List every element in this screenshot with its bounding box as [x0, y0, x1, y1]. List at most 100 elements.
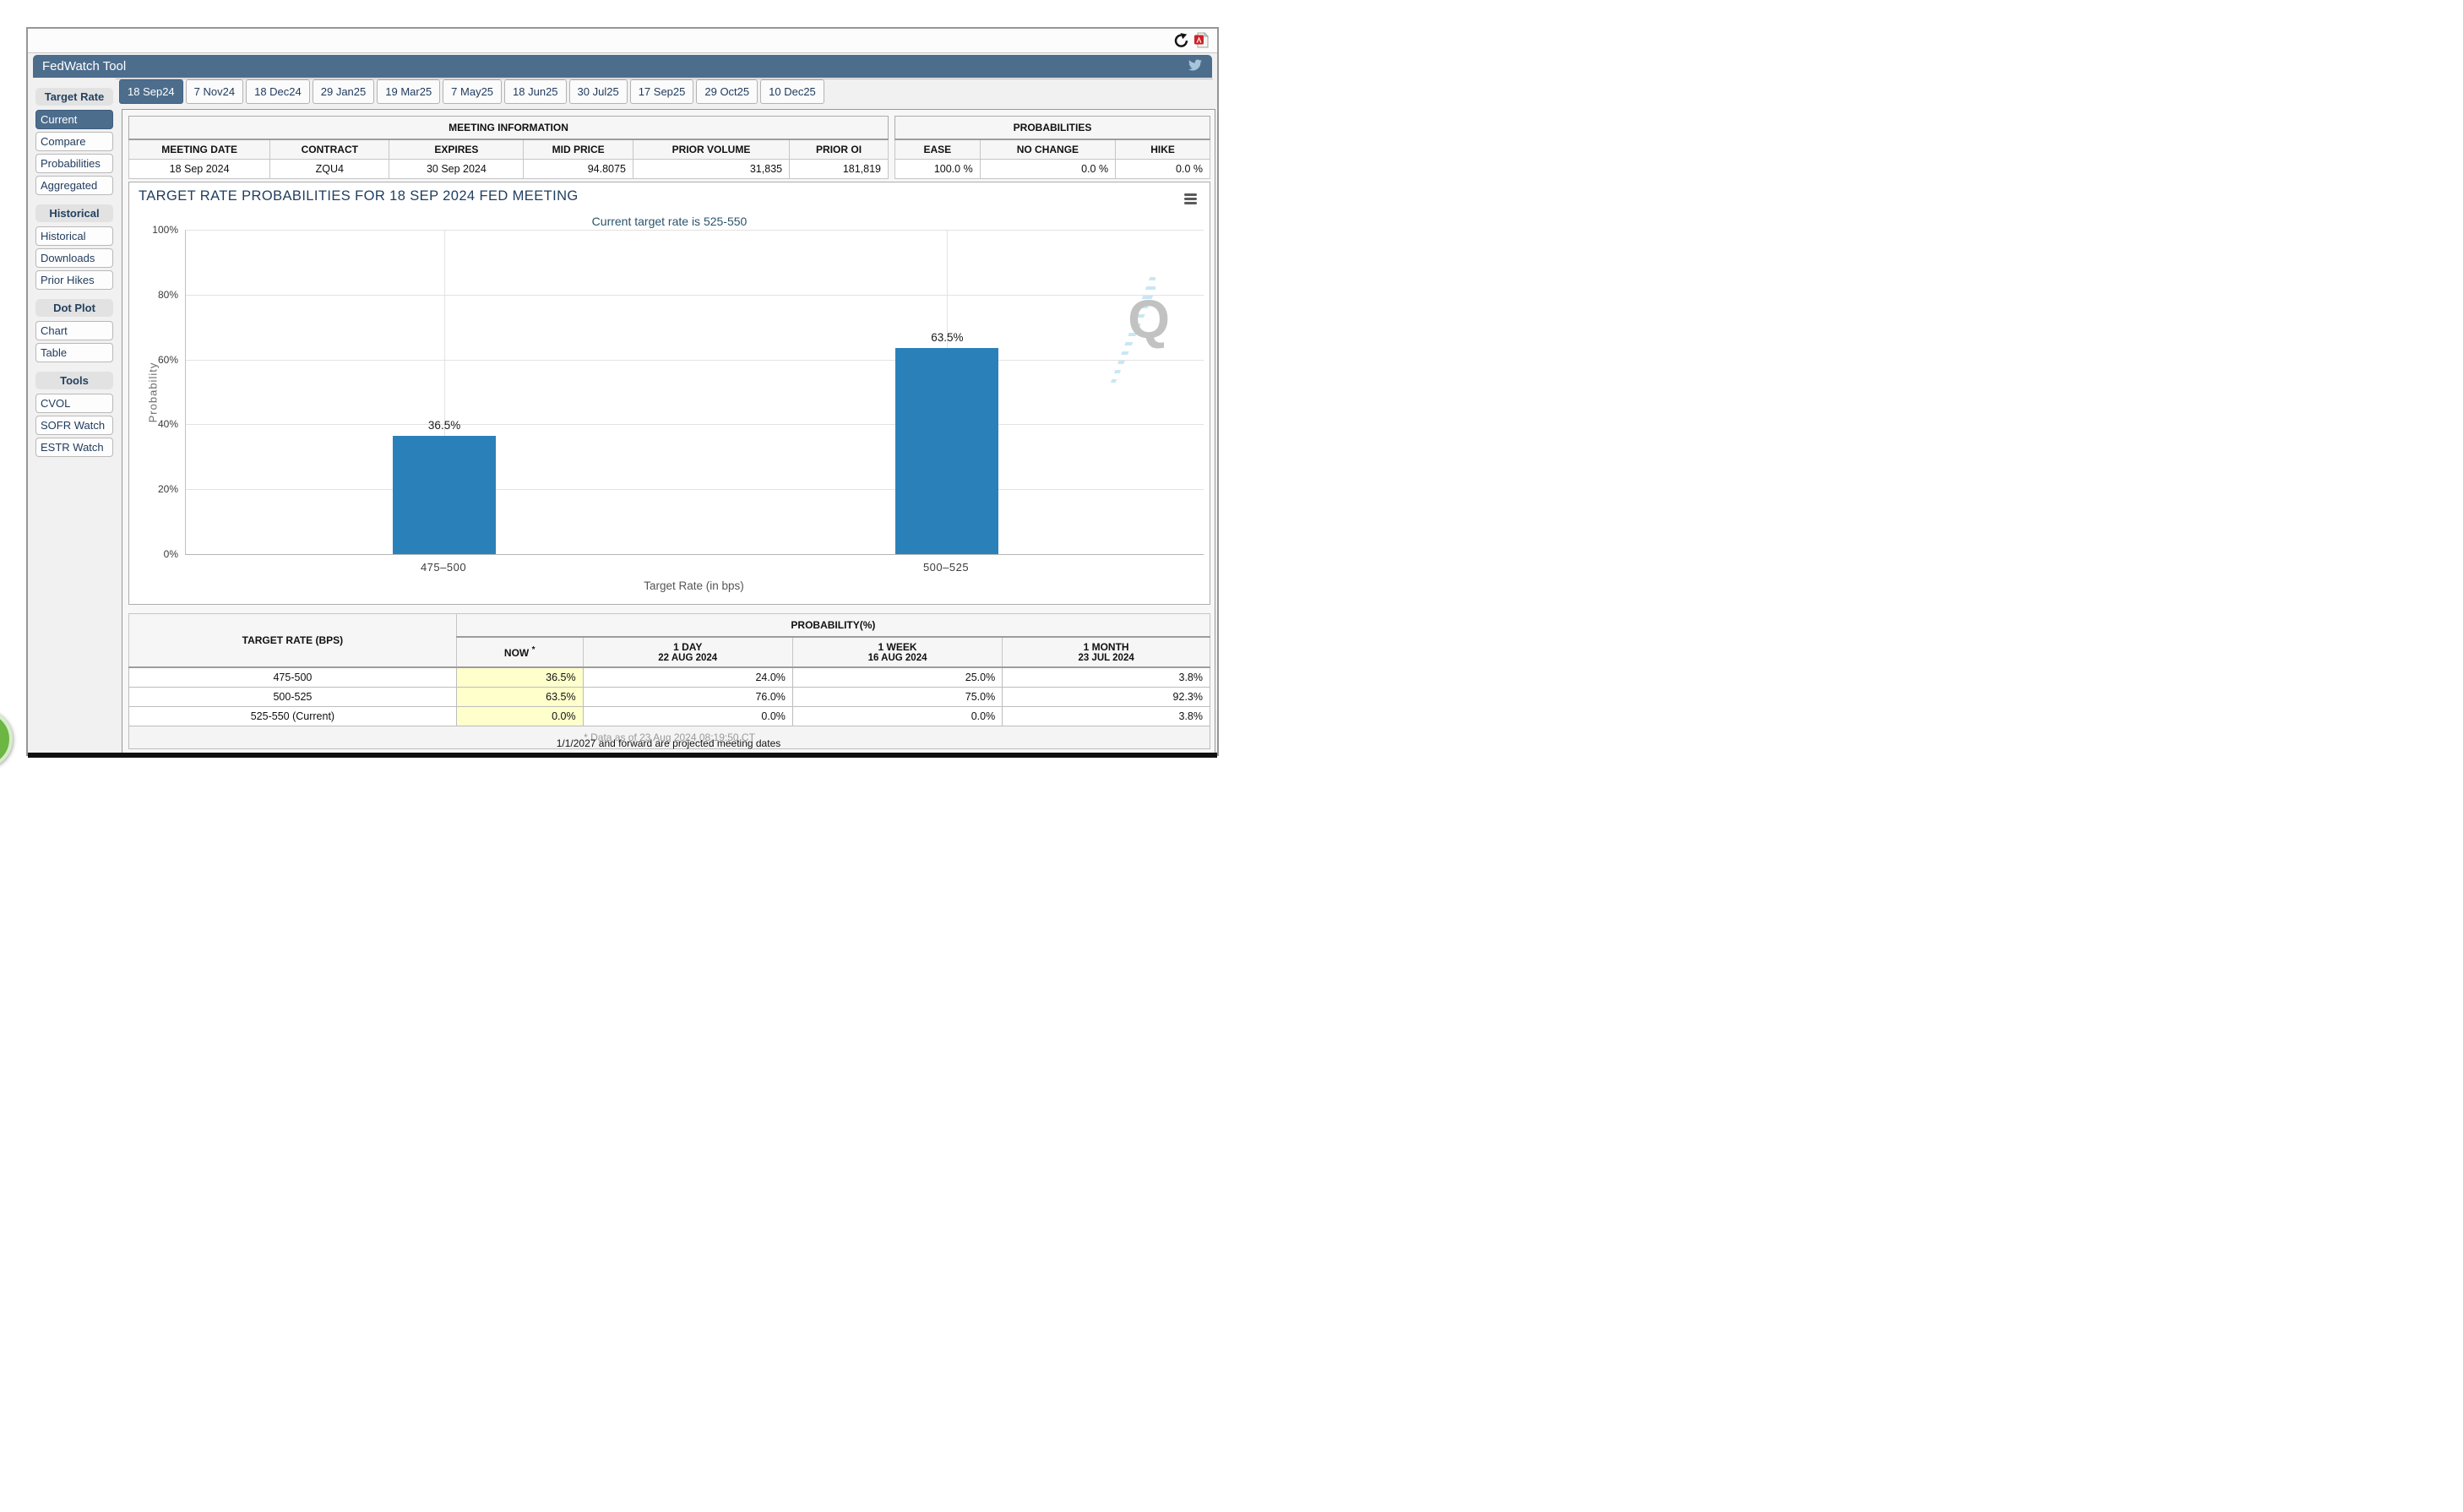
period-label: 1 MONTH [1083, 641, 1129, 653]
y-tick-label: 40% [157, 418, 178, 430]
period-date: 22 AUG 2024 [658, 653, 718, 663]
probabilities-caption: PROBABILITIES [1013, 122, 1092, 133]
meeting-tab[interactable]: 18 Dec24 [246, 79, 310, 104]
sidebar-item-current[interactable]: Current [35, 110, 113, 129]
ease-cell: 100.0 % [894, 159, 981, 179]
bar-value-label: 63.5% [931, 331, 964, 345]
refresh-icon[interactable] [1173, 32, 1188, 52]
contract-cell: ZQU4 [269, 159, 390, 179]
now-column-header: NOW * [455, 636, 584, 668]
app-titlebar: FedWatch Tool [33, 55, 1212, 78]
y-tick-label: 60% [157, 354, 178, 366]
one-week-column-header: 1 WEEK 16 AUG 2024 [791, 636, 1003, 668]
feedback-fab-button[interactable] [0, 710, 13, 769]
sidebar-item-cvol[interactable]: CVOL [35, 394, 113, 413]
sidebar-item-table[interactable]: Table [35, 343, 113, 362]
chart-menu-icon[interactable] [1184, 192, 1197, 206]
gridline [186, 359, 1204, 361]
meeting-date-cell: 18 Sep 2024 [128, 159, 271, 179]
now-asterisk: * [531, 645, 536, 655]
meeting-info-table: MEETING INFORMATION MEETING DATE CONTRAC… [128, 116, 889, 179]
meeting-tab[interactable]: 29 Oct25 [696, 79, 758, 104]
period-date: 23 JUL 2024 [1078, 653, 1134, 663]
meeting-tab[interactable]: 19 Mar25 [377, 79, 441, 104]
app-title: FedWatch Tool [42, 59, 127, 73]
one-day-cell: 76.0% [582, 687, 793, 707]
one-day-column-header: 1 DAY 22 AUG 2024 [582, 636, 793, 668]
one-week-cell: 75.0% [791, 687, 1003, 707]
meeting-tab[interactable]: 17 Sep25 [629, 79, 694, 104]
bar [895, 348, 999, 554]
x-tick-label: 500–525 [922, 561, 970, 574]
column-header: HIKE [1115, 139, 1210, 160]
one-month-cell: 3.8% [1002, 706, 1210, 726]
chart-title: TARGET RATE PROBABILITIES FOR 18 SEP 202… [139, 188, 579, 204]
probability-group-header: PROBABILITY(%) [455, 613, 1211, 638]
hike-cell: 0.0 % [1115, 159, 1210, 179]
projected-dates-note: 1/1/2027 and forward are projected meeti… [556, 737, 781, 749]
sidebar-item-aggregated[interactable]: Aggregated [35, 176, 113, 195]
expires-cell: 30 Sep 2024 [389, 159, 525, 179]
window-frame: FedWatch Tool 18 Sep24 7 Nov24 18 Dec24 … [26, 27, 1219, 758]
y-axis-label: Probability [146, 362, 160, 423]
bar-500-525: 63.5% [895, 230, 999, 554]
meeting-tab[interactable]: 10 Dec25 [760, 79, 824, 104]
bar-475-500: 36.5% [393, 230, 497, 554]
meeting-tab[interactable]: 7 Nov24 [185, 79, 244, 104]
sidebar-item-sofr-watch[interactable]: SOFR Watch [35, 416, 113, 435]
section-header-dot-plot: Dot Plot [35, 299, 113, 317]
period-date: 16 AUG 2024 [867, 653, 927, 663]
meeting-tab[interactable]: 7 May25 [443, 79, 503, 104]
meeting-tab[interactable]: 30 Jul25 [568, 79, 628, 104]
meeting-tab[interactable]: 29 Jan25 [312, 79, 375, 104]
gridline [186, 294, 1204, 296]
target-rate-group-header: TARGET RATE (BPS) [128, 613, 457, 668]
rate-probability-table: TARGET RATE (BPS) PROBABILITY(%) NOW * 1… [128, 613, 1211, 749]
x-tick-label: 475–500 [420, 561, 467, 574]
sidebar-item-probabilities[interactable]: Probabilities [35, 154, 113, 173]
pdf-export-icon[interactable] [1194, 31, 1210, 52]
page: { "header": { "title": "FedWatch Tool" }… [0, 0, 1232, 769]
now-cell: 36.5% [455, 666, 584, 688]
sidebar-item-historical[interactable]: Historical [35, 226, 113, 246]
section-header-tools: Tools [35, 372, 113, 389]
table-row: 100.0 % 0.0 % 0.0 % [894, 159, 1210, 179]
column-header: MEETING DATE [128, 139, 271, 160]
gridline [186, 489, 1204, 491]
sidebar-item-chart[interactable]: Chart [35, 321, 113, 340]
meeting-tab[interactable]: 18 Sep24 [119, 79, 183, 104]
one-week-cell: 0.0% [791, 706, 1003, 726]
column-header: PRIOR VOLUME [632, 139, 791, 160]
column-header: EXPIRES [389, 139, 525, 160]
x-axis-label: Target Rate (in bps) [644, 579, 744, 592]
sidebar: Target Rate Current Compare Probabilitie… [35, 88, 113, 460]
y-tick-label: 80% [157, 289, 178, 301]
bar [393, 435, 497, 554]
column-header: PRIOR OI [789, 139, 889, 160]
rate-cell: 525-550 (Current) [128, 706, 457, 726]
section-header-historical: Historical [35, 204, 113, 222]
one-day-cell: 24.0% [582, 666, 793, 688]
column-header: MID PRICE [523, 139, 633, 160]
chart-panel: TARGET RATE PROBABILITIES FOR 18 SEP 202… [128, 182, 1210, 605]
column-header: NO CHANGE [979, 139, 1117, 160]
twitter-icon[interactable] [1188, 59, 1203, 75]
period-label: 1 WEEK [878, 641, 917, 653]
sidebar-item-estr-watch[interactable]: ESTR Watch [35, 438, 113, 457]
data-footnote: * Data as of 23 Aug 2024 08:19:50 CT [128, 726, 1210, 749]
mid-price-cell: 94.8075 [523, 159, 633, 179]
table-row: 18 Sep 2024 ZQU4 30 Sep 2024 94.8075 31,… [128, 159, 889, 179]
column-header: EASE [894, 139, 981, 160]
now-label: NOW [503, 647, 530, 659]
y-tick-label: 100% [152, 224, 178, 236]
sidebar-item-prior-hikes[interactable]: Prior Hikes [35, 270, 113, 290]
sidebar-item-downloads[interactable]: Downloads [35, 248, 113, 268]
y-tick-label: 0% [163, 548, 178, 560]
one-month-cell: 3.8% [1002, 666, 1210, 688]
gridline [444, 230, 446, 554]
prior-oi-cell: 181,819 [789, 159, 889, 179]
sidebar-item-compare[interactable]: Compare [35, 132, 113, 151]
plot-area: Q 36.5% 63.5% [185, 230, 1204, 555]
meeting-tab[interactable]: 18 Jun25 [504, 79, 567, 104]
footer-bar [28, 753, 1217, 758]
